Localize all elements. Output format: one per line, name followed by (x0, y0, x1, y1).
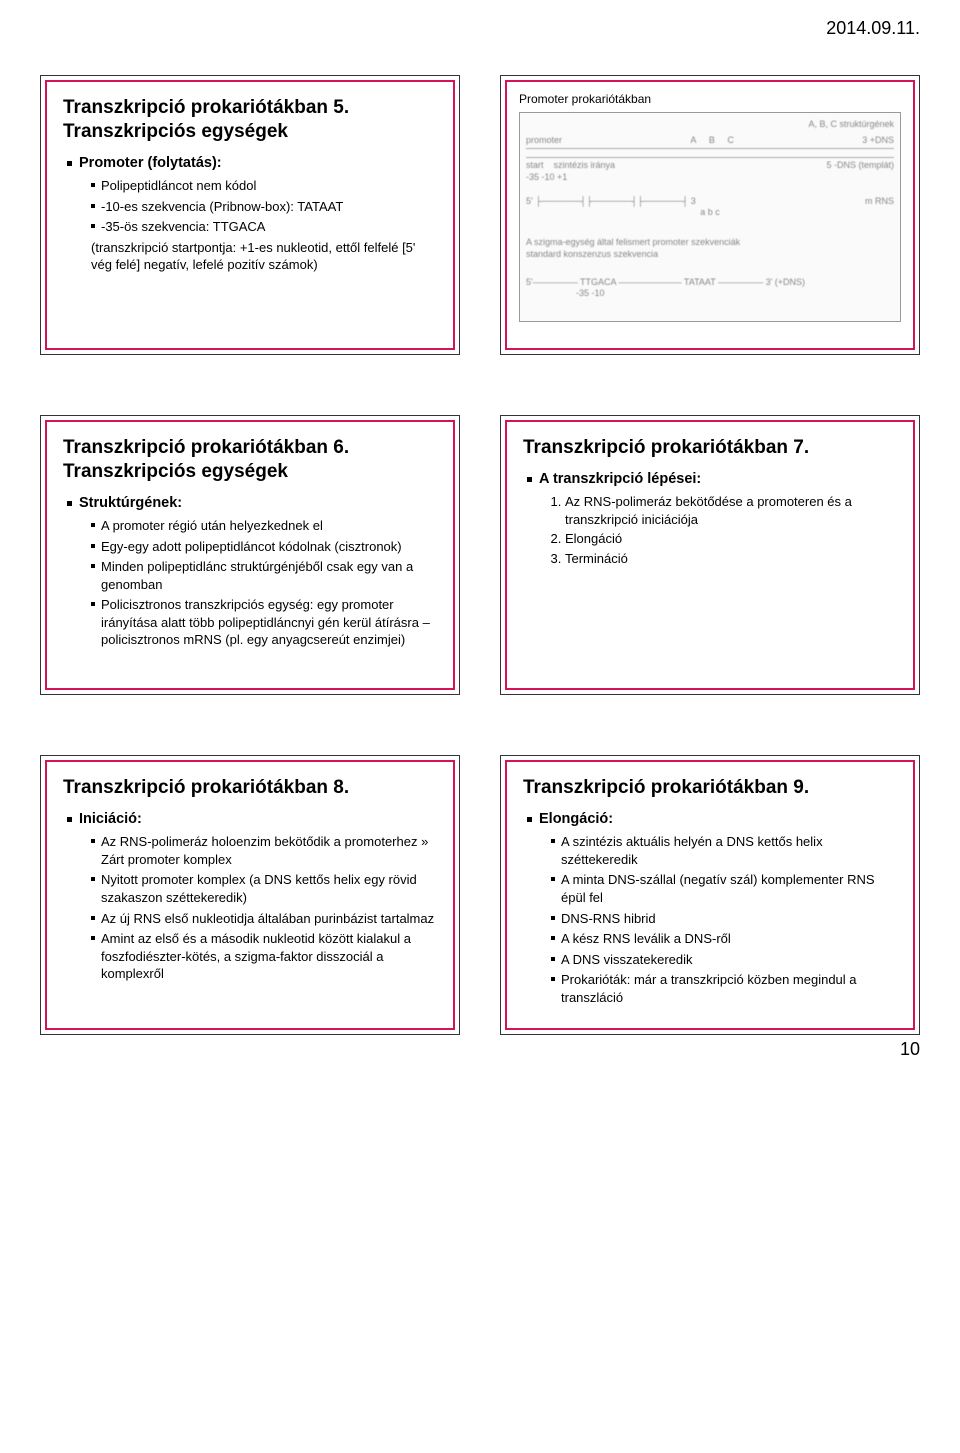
paren-note: (transzkripció startpontja: +1-es nukleo… (79, 239, 437, 274)
list-item: Elongáció (565, 530, 897, 548)
list-item: Policisztronos transzkripciós egység: eg… (91, 596, 437, 649)
figure-caption: Promoter prokariótákban (519, 92, 901, 106)
list-item: Elongáció: A szintézis aktuális helyén a… (527, 810, 897, 1006)
list-item: -35-ös szekvencia: TTGACA (91, 218, 437, 236)
slide-promoter-inner: Promoter prokariótákban A, B, C struktúr… (505, 80, 915, 350)
list-item: Polipeptidláncot nem kódol (91, 177, 437, 195)
list-item-label: Iniciáció: (79, 811, 142, 827)
list-item: DNS-RNS hibrid (551, 910, 897, 928)
slide-6-title: Transzkripció prokariótákban 6. Transzkr… (63, 436, 437, 484)
slide-promoter-figure: Promoter prokariótákban A, B, C struktúr… (500, 75, 920, 355)
slide-9-list: Elongáció: A szintézis aktuális helyén a… (523, 810, 897, 1006)
list-item: -10-es szekvencia (Pribnow-box): TATAAT (91, 198, 437, 216)
list-item: A minta DNS-szállal (negatív szál) kompl… (551, 871, 897, 906)
fig-label: -35 -10 +1 (526, 172, 894, 184)
list-item: Minden polipeptidlánc struktúrgénjéből c… (91, 558, 437, 593)
slide-8: Transzkripció prokariótákban 8. Iniciáci… (40, 755, 460, 1035)
slide-5: Transzkripció prokariótákban 5. Transzkr… (40, 75, 460, 355)
sublist: Polipeptidláncot nem kódol -10-es szekve… (79, 177, 437, 236)
slide-8-inner: Transzkripció prokariótákban 8. Iniciáci… (45, 760, 455, 1030)
sublist: A promoter régió után helyezkednek el Eg… (79, 517, 437, 649)
slide-5-inner: Transzkripció prokariótákban 5. Transzkr… (45, 80, 455, 350)
list-item: Struktúrgének: A promoter régió után hel… (67, 494, 437, 649)
date-header: 2014.09.11. (826, 18, 920, 39)
list-item: Az RNS-polimeráz holoenzim bekötődik a p… (91, 833, 437, 868)
fig-label: A szigma-egység által felismert promoter… (526, 237, 894, 249)
slide-6-inner: Transzkripció prokariótákban 6. Transzkr… (45, 420, 455, 690)
fig-label: C (727, 135, 734, 145)
slide-7-title: Transzkripció prokariótákban 7. (523, 436, 897, 460)
page-number: 10 (900, 1039, 920, 1060)
list-item: Amint az első és a második nukleotid köz… (91, 930, 437, 983)
slide-5-list: Promoter (folytatás): Polipeptidláncot n… (63, 154, 437, 274)
slide-grid: Transzkripció prokariótákban 5. Transzkr… (40, 75, 920, 1035)
slide-9-inner: Transzkripció prokariótákban 9. Elongáci… (505, 760, 915, 1030)
list-item: Iniciáció: Az RNS-polimeráz holoenzim be… (67, 810, 437, 983)
list-item: A promoter régió után helyezkednek el (91, 517, 437, 535)
fig-label: -DNS (templát) (834, 160, 894, 170)
slide-8-title: Transzkripció prokariótákban 8. (63, 776, 437, 800)
fig-label: a b c (526, 207, 894, 219)
slide-7: Transzkripció prokariótákban 7. A transz… (500, 415, 920, 695)
list-item: Az RNS-polimeráz bekötődése a promoteren… (565, 493, 897, 528)
list-item: A DNS visszatekeredik (551, 951, 897, 969)
slide-9: Transzkripció prokariótákban 9. Elongáci… (500, 755, 920, 1035)
fig-label: B (709, 135, 715, 145)
numbered-list: Az RNS-polimeráz bekötődése a promoteren… (539, 493, 897, 567)
slide-5-title: Transzkripció prokariótákban 5. Transzkr… (63, 96, 437, 144)
list-item-label: Promoter (folytatás): (79, 155, 222, 171)
fig-label: standard konszenzus szekvencia (526, 249, 894, 261)
list-item: Nyitott promoter komplex (a DNS kettős h… (91, 871, 437, 906)
slide-7-inner: Transzkripció prokariótákban 7. A transz… (505, 420, 915, 690)
slide-9-title: Transzkripció prokariótákban 9. (523, 776, 897, 800)
slide-6: Transzkripció prokariótákban 6. Transzkr… (40, 415, 460, 695)
list-item: A szintézis aktuális helyén a DNS kettős… (551, 833, 897, 868)
fig-label: promoter (526, 135, 562, 147)
fig-label: A, B, C struktúrgének (526, 119, 894, 131)
slide-7-list: A transzkripció lépései: Az RNS-polimerá… (523, 470, 897, 568)
list-item: A transzkripció lépései: Az RNS-polimerá… (527, 470, 897, 568)
list-item: Egy-egy adott polipeptidláncot kódolnak … (91, 538, 437, 556)
fig-label: m RNS (865, 196, 894, 208)
sublist: Az RNS-polimeráz holoenzim bekötődik a p… (79, 833, 437, 982)
list-item-label: Elongáció: (539, 811, 613, 827)
fig-label: start (526, 160, 544, 172)
list-item: Prokarióták: már a transzkripció közben … (551, 971, 897, 1006)
list-item: A kész RNS leválik a DNS-ről (551, 930, 897, 948)
fig-label: -35 -10 (526, 288, 894, 300)
fig-label: 5'————— TTGACA ——————— TATAAT ————— 3' (… (526, 277, 894, 289)
fig-label: +DNS (870, 135, 894, 145)
list-item-label: Struktúrgének: (79, 495, 182, 511)
fig-label: szintézis iránya (554, 160, 616, 172)
fig-label: A (690, 135, 696, 145)
list-item: Termináció (565, 550, 897, 568)
list-item: Promoter (folytatás): Polipeptidláncot n… (67, 154, 437, 274)
figure-diagram: A, B, C struktúrgének promoter A B C 3 +… (519, 112, 901, 322)
page: 2014.09.11. Transzkripció prokariótákban… (0, 0, 960, 1075)
sublist: A szintézis aktuális helyén a DNS kettős… (539, 833, 897, 1006)
list-item-label: A transzkripció lépései: (539, 471, 701, 487)
list-item: Az új RNS első nukleotidja általában pur… (91, 910, 437, 928)
slide-8-list: Iniciáció: Az RNS-polimeráz holoenzim be… (63, 810, 437, 983)
slide-6-list: Struktúrgének: A promoter régió után hel… (63, 494, 437, 649)
